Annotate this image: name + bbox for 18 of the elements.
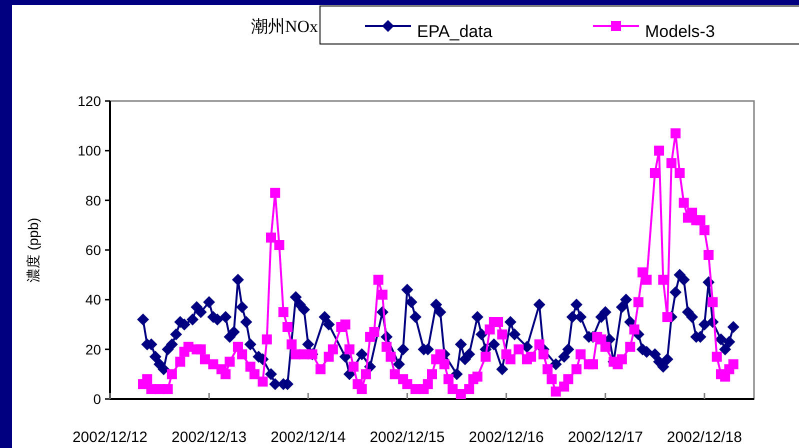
y-tick-label: 60 — [85, 242, 102, 258]
x-tick-label: 2002/12/13 — [172, 429, 247, 446]
x-tick-label: 2002/12/14 — [270, 429, 346, 446]
x-tick-label: 2002/12/18 — [666, 429, 742, 446]
y-tick-label: 100 — [78, 142, 102, 159]
chart-title: 潮州NOx — [250, 17, 318, 36]
legend-label: EPA_data — [417, 22, 493, 41]
x-tick-label: 2002/12/15 — [370, 429, 445, 446]
y-tick-label: 20 — [85, 341, 102, 358]
x-tick-label: 2002/12/16 — [468, 429, 544, 446]
x-tick-label: 2002/12/12 — [72, 429, 148, 446]
legend-label: Models-3 — [645, 22, 715, 41]
y-tick-label: 0 — [93, 391, 102, 407]
y-tick-label: 80 — [85, 192, 102, 208]
y-axis-title: 濃度 (ppb) — [25, 218, 41, 282]
y-tick-label: 120 — [78, 93, 102, 109]
x-tick-label: 2002/12/17 — [568, 429, 643, 446]
y-tick-label: 40 — [85, 292, 102, 308]
